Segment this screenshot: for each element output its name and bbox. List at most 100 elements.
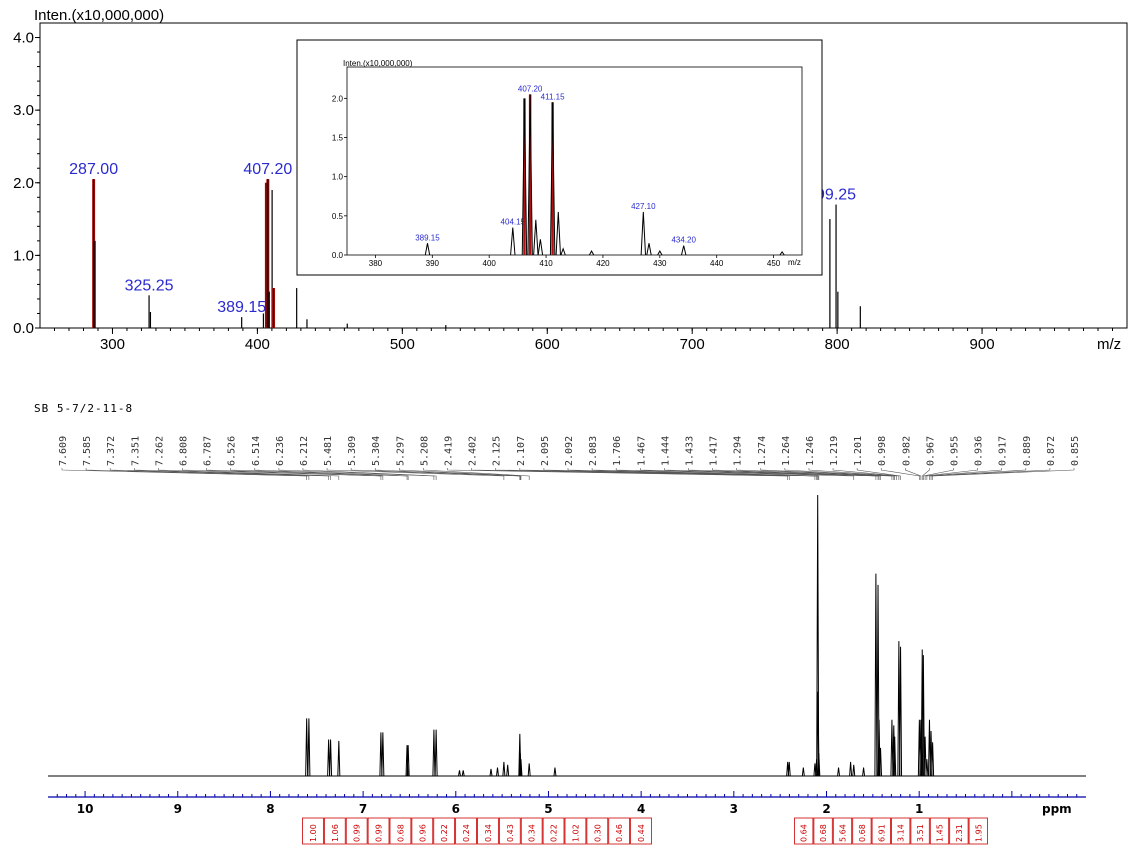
nmr-integral-value: 5.64 — [839, 824, 848, 842]
nmr-x-axis: 10 9 8 7 6 5 4 3 2 1 — [56, 791, 1078, 816]
inset-x-tick-label: 450 — [767, 259, 781, 268]
ms-x-tick-label: 900 — [970, 336, 995, 353]
nmr-shift-leader — [109, 468, 329, 480]
inset-peak-label: 404.15 — [501, 218, 526, 227]
inset-x-tick-label: 400 — [483, 259, 497, 268]
nmr-integral-value: 6.91 — [877, 824, 886, 842]
nmr-shift-leader — [471, 468, 790, 480]
nmr-shift-leader — [567, 468, 819, 480]
inset-y-tick-label: 0.5 — [332, 212, 344, 221]
ms-peak-label: 325.25 — [125, 277, 174, 294]
nmr-shift-leader — [615, 468, 855, 480]
nmr-shift-leader — [808, 468, 897, 480]
nmr-x-tick-label: 9 — [174, 802, 182, 816]
nmr-shift-label: 6.236 — [275, 436, 286, 466]
nmr-integral-value: 0.64 — [800, 824, 809, 842]
nmr-integral-value: 0.68 — [396, 824, 405, 842]
nmr-integral-value: 0.99 — [375, 824, 384, 842]
nmr-peak — [925, 759, 929, 777]
nmr-shift-leader — [664, 468, 879, 480]
nmr-x-tick-label: 3 — [730, 802, 738, 816]
nmr-shift-label: 6.526 — [227, 436, 238, 466]
nmr-shift-leader — [85, 468, 310, 480]
nmr-shift-label: 1.219 — [829, 436, 840, 466]
nmr-shift-leader — [254, 468, 409, 480]
nmr-integral-value: 0.68 — [858, 824, 867, 842]
nmr-shift-label: 5.309 — [347, 436, 358, 466]
nmr-shift-leader — [158, 468, 340, 480]
nmr-integral-box — [608, 817, 631, 845]
inset-y-axis-label: Inten.(x10,000,000) — [343, 59, 413, 68]
nmr-shift-label: 1.467 — [636, 436, 647, 466]
nmr-shift-leader — [784, 468, 896, 480]
ms-peak-label: 287.00 — [69, 161, 118, 178]
nmr-shift-label: 5.304 — [371, 436, 382, 466]
nmr-shift-label: 7.372 — [106, 436, 117, 466]
inset-peak-line — [521, 98, 528, 256]
nmr-peak — [899, 646, 903, 777]
nmr-integral-box — [433, 817, 456, 845]
nmr-shift-leader — [278, 468, 435, 480]
nmr-shift-label: 2.125 — [492, 436, 503, 466]
nmr-shift-label: 2.107 — [516, 436, 527, 466]
inset-x-tick-label: 390 — [426, 259, 440, 268]
inset-peak-line — [588, 250, 595, 256]
nmr-shift-leader — [929, 468, 1027, 480]
nmr-title: SB 5-7/2-11-8 — [34, 402, 133, 415]
nmr-integral-box — [542, 817, 565, 845]
ms-peaks: 287.00 325.25 389.15 407.20 99.25 — [69, 161, 861, 328]
nmr-integral-box — [929, 817, 950, 845]
nmr-shift-label: 0.982 — [901, 436, 912, 466]
nmr-integral-box — [345, 817, 368, 845]
inset-peak-line — [657, 250, 663, 256]
nmr-integral-box — [832, 817, 853, 845]
nmr-integral-value: 0.34 — [528, 824, 537, 842]
nmr-shift-label: 0.917 — [998, 436, 1009, 466]
inset-peak-label: 411.15 — [541, 92, 565, 101]
nmr-shift-leader — [230, 468, 408, 480]
nmr-shift-label: 5.208 — [419, 436, 430, 466]
nmr-shift-label: 6.787 — [203, 436, 214, 466]
nmr-integral-value: 0.22 — [550, 824, 559, 842]
inset-peak-line — [555, 211, 561, 256]
nmr-peak — [849, 761, 853, 777]
nmr-integrals: 1.00 1.06 0.99 0.99 0.68 0.96 0.22 0.24 0.34 0.43… — [302, 817, 988, 845]
nmr-peak — [432, 729, 436, 777]
nmr-integral-box — [852, 817, 872, 845]
nmr-shift-label: 2.092 — [564, 436, 575, 466]
nmr-peak — [461, 770, 465, 777]
inset-x-tick-label: 420 — [596, 259, 610, 268]
nmr-peak — [489, 768, 493, 777]
nmr-shift-leader — [930, 468, 1051, 480]
ms-y-tick-label: 1.0 — [13, 247, 34, 264]
inset-y-tick-label: 1.0 — [332, 173, 344, 182]
inset-x-axis-label: m/z — [788, 258, 801, 267]
nmr-peak — [518, 753, 522, 777]
ms-peak-label: 99.25 — [816, 187, 856, 204]
nmr-shift-leader — [182, 468, 382, 480]
nmr-shift-label: 1.444 — [660, 436, 671, 466]
nmr-peak — [837, 767, 841, 777]
nmr-shift-label: 0.855 — [1070, 436, 1081, 466]
nmr-shift-label: 6.514 — [251, 436, 262, 466]
nmr-integral-box — [477, 817, 499, 845]
nmr-integral-value: 0.34 — [484, 824, 493, 842]
inset-peak-label: 427.10 — [631, 202, 656, 211]
inset-peak-line — [533, 219, 539, 256]
nmr-peak — [406, 745, 410, 777]
inset-y-tick-label: 0.0 — [332, 251, 344, 260]
nmr-integral-value: 0.68 — [819, 824, 828, 842]
inset-axes: 380 390 400 410 420 430 440 450 0.0 0.5 1.0 1.5 2.0 — [332, 94, 781, 268]
nmr-shift-label: 0.967 — [925, 436, 936, 466]
inset-peak-line — [510, 227, 516, 256]
ms-plot-frame — [39, 22, 1128, 329]
nmr-integral-box — [871, 817, 891, 845]
inset-peak-line — [549, 102, 556, 256]
nmr-peak — [852, 764, 856, 777]
nmr-shift-label: 1.201 — [853, 436, 864, 466]
nmr-x-tick-label: 10 — [77, 802, 94, 816]
inset-y-tick-label: 2.0 — [332, 94, 344, 103]
nmr-integral-value: 3.14 — [897, 824, 906, 842]
